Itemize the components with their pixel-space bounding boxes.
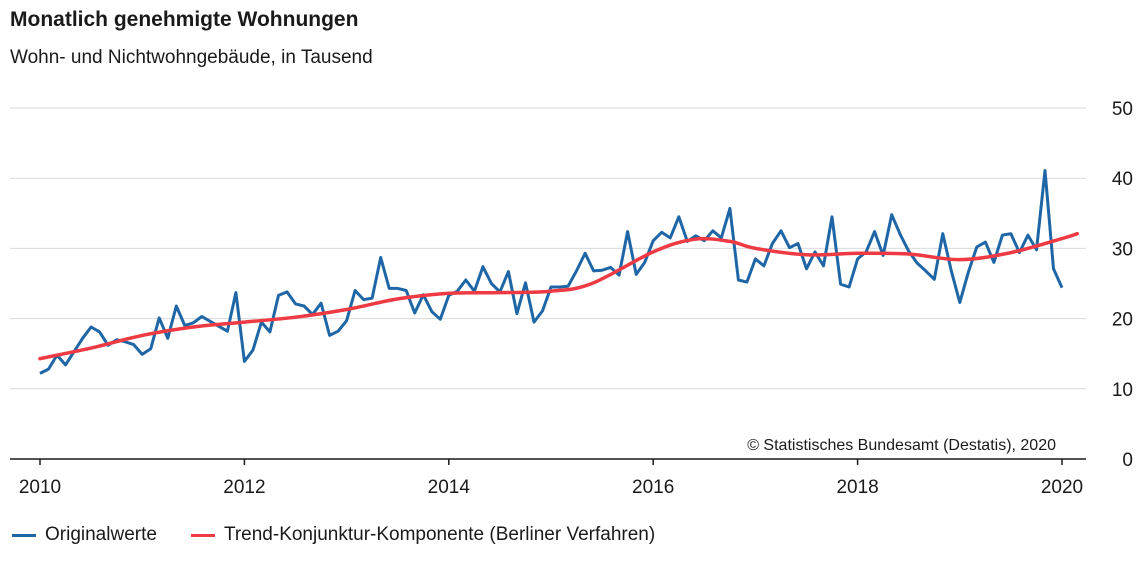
y-tick-label: 40: [1112, 169, 1133, 190]
chart-title: Monatlich genehmigte Wohnungen: [10, 8, 359, 31]
legend: Originalwerte Trend-Konjunktur-Komponent…: [12, 524, 689, 546]
x-tick-label: 2018: [836, 477, 878, 498]
x-tick-label: 2014: [428, 477, 471, 498]
x-tick-label: 2010: [19, 477, 61, 498]
y-tick-label: 50: [1112, 99, 1133, 120]
x-tick-label: 2020: [1041, 477, 1083, 498]
legend-swatch-trend: [190, 533, 215, 537]
x-axis: 2010 2012 2014 2016 2018 2020: [10, 458, 1086, 498]
legend-label-trend: Trend-Konjunktur-Komponente (Berliner Ve…: [223, 524, 656, 545]
x-tick-label: 2012: [223, 477, 265, 498]
y-axis-ticks: 0 10 20 30 40 50: [1112, 99, 1133, 471]
series-trend: [38, 231, 1080, 361]
x-tick-label: 2016: [632, 477, 674, 498]
series-lines: [38, 169, 1080, 375]
legend-item-originalwerte: Originalwerte: [12, 524, 157, 546]
y-tick-label: 20: [1112, 310, 1133, 331]
source-credit: © Statistisches Bundesamt (Destatis), 20…: [747, 437, 1056, 454]
y-tick-label: 10: [1112, 380, 1133, 401]
y-tick-label: 0: [1122, 450, 1133, 471]
legend-item-trend: Trend-Konjunktur-Komponente (Berliner Ve…: [190, 524, 656, 546]
legend-label-originalwerte: Originalwerte: [45, 524, 157, 545]
series-originalwerte: [39, 169, 1064, 375]
chart-subtitle: Wohn- und Nichtwohngebäude, in Tausend: [10, 47, 373, 68]
gridlines: [10, 107, 1086, 390]
legend-swatch-originalwerte: [12, 533, 36, 537]
y-tick-label: 30: [1112, 239, 1133, 260]
